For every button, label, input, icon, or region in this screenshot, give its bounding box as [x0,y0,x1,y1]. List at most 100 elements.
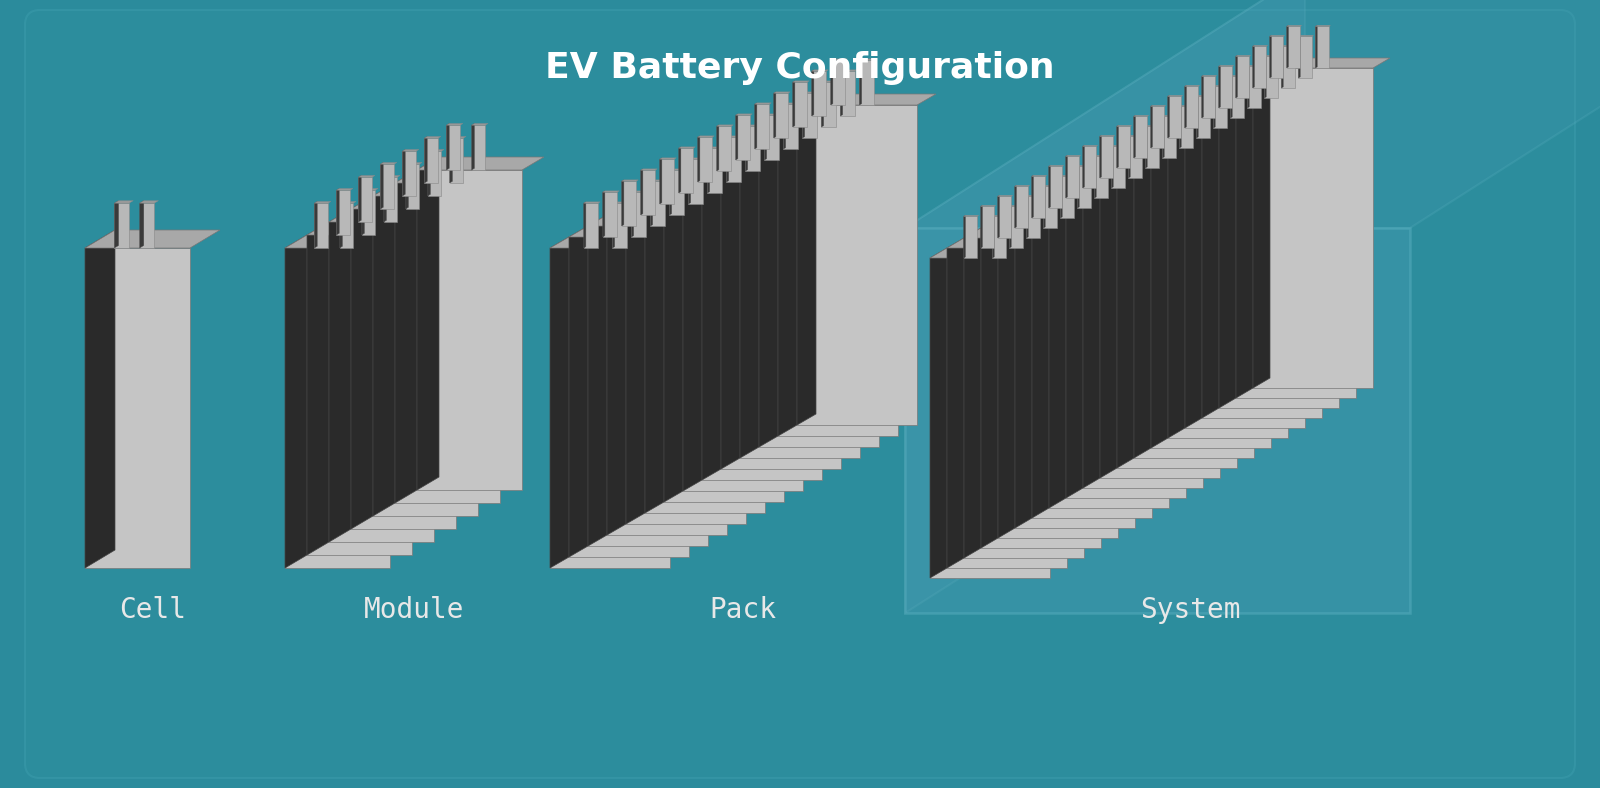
Polygon shape [315,202,317,248]
Polygon shape [683,160,822,171]
Polygon shape [1299,35,1314,36]
Polygon shape [981,228,1101,548]
Polygon shape [722,138,861,149]
Polygon shape [307,222,330,555]
Polygon shape [736,115,750,160]
Polygon shape [1101,148,1237,158]
Polygon shape [1083,145,1098,147]
Polygon shape [1032,188,1050,518]
Polygon shape [1101,158,1221,478]
Polygon shape [1083,158,1221,168]
Polygon shape [1197,95,1211,96]
Polygon shape [339,203,354,248]
Polygon shape [774,93,789,138]
Polygon shape [1077,165,1080,208]
Polygon shape [336,188,339,235]
Polygon shape [1061,175,1075,177]
Polygon shape [606,215,726,535]
Polygon shape [1066,155,1067,198]
Polygon shape [418,157,438,490]
Polygon shape [717,125,733,126]
Polygon shape [1134,128,1150,458]
Text: System: System [1139,596,1240,624]
Polygon shape [645,182,784,193]
Polygon shape [1150,118,1288,128]
Polygon shape [1202,76,1203,118]
Polygon shape [1235,55,1237,98]
Polygon shape [998,196,1011,238]
Polygon shape [784,103,786,149]
Polygon shape [1150,128,1270,448]
Polygon shape [981,206,994,248]
Polygon shape [1253,45,1254,88]
Polygon shape [963,215,965,258]
Polygon shape [1094,156,1107,198]
Polygon shape [395,170,418,503]
Polygon shape [1014,198,1032,528]
Polygon shape [603,191,619,192]
Polygon shape [1150,118,1168,448]
Polygon shape [550,248,670,568]
Polygon shape [1264,55,1266,98]
Polygon shape [1202,88,1339,98]
Polygon shape [1186,98,1202,428]
Polygon shape [1282,46,1294,88]
Polygon shape [1027,196,1040,238]
Polygon shape [717,126,731,171]
Polygon shape [702,149,722,480]
Polygon shape [1027,195,1029,238]
Polygon shape [736,114,752,115]
Polygon shape [803,92,819,93]
Polygon shape [603,191,605,237]
Polygon shape [632,192,646,237]
Polygon shape [830,59,848,60]
Polygon shape [418,170,522,490]
Polygon shape [1117,148,1237,468]
Polygon shape [859,59,862,105]
Polygon shape [336,188,354,190]
Polygon shape [384,176,387,222]
Polygon shape [384,176,400,177]
Text: EV Battery Configuration: EV Battery Configuration [546,51,1054,85]
Polygon shape [450,136,453,183]
Polygon shape [285,248,390,568]
Polygon shape [427,150,445,151]
Polygon shape [669,169,672,215]
Polygon shape [998,218,1118,538]
Polygon shape [1168,108,1186,438]
Polygon shape [1286,25,1288,68]
Polygon shape [427,151,442,196]
Polygon shape [603,192,618,237]
Polygon shape [963,238,1085,558]
Polygon shape [362,188,378,190]
Polygon shape [688,158,706,159]
Polygon shape [650,180,653,226]
Polygon shape [350,196,373,529]
Polygon shape [717,125,718,171]
Polygon shape [621,180,638,181]
Polygon shape [1235,55,1251,57]
Polygon shape [792,81,810,82]
Polygon shape [1077,166,1091,208]
Polygon shape [1315,27,1328,68]
Polygon shape [650,181,666,226]
Polygon shape [315,202,331,203]
Polygon shape [1270,35,1285,36]
Polygon shape [1117,125,1131,126]
Polygon shape [739,127,878,138]
Polygon shape [746,125,747,171]
Polygon shape [678,148,693,193]
Polygon shape [1112,147,1125,188]
Polygon shape [821,82,835,127]
Polygon shape [963,217,976,258]
Polygon shape [307,235,413,555]
Polygon shape [963,215,979,217]
Polygon shape [702,149,842,160]
Polygon shape [1083,158,1101,488]
Polygon shape [1061,175,1062,218]
Polygon shape [981,206,982,248]
Polygon shape [1270,36,1283,78]
Polygon shape [803,92,805,138]
Polygon shape [1150,106,1152,148]
Polygon shape [1032,198,1152,518]
